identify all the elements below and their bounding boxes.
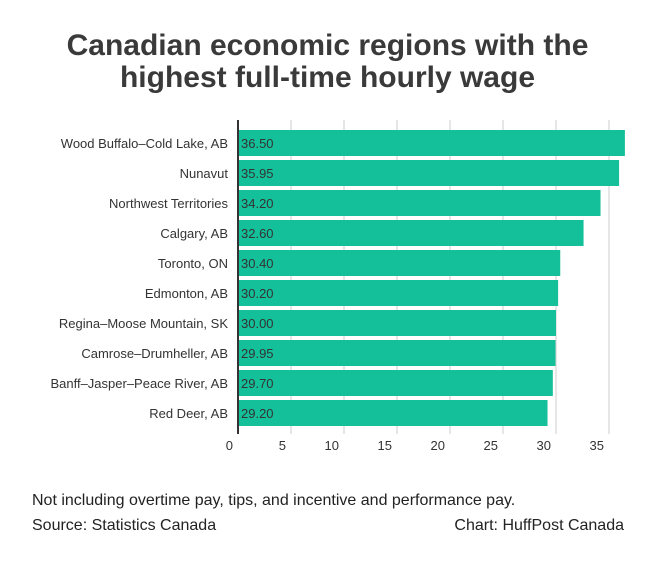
bar-value-label: 30.20 [241,286,274,301]
bar-value-label: 29.95 [241,346,274,361]
x-tick-label: 0 [226,438,233,453]
bar [238,280,559,306]
bar-value-label: 34.20 [241,196,274,211]
bar-value-label: 35.95 [241,166,274,181]
bar [238,250,561,276]
category-label: Regina–Moose Mountain, SK [59,316,228,331]
bar [238,130,625,156]
x-tick-label: 15 [378,438,392,453]
category-label: Red Deer, AB [149,406,228,421]
category-label: Nunavut [180,166,229,181]
credit-text: Chart: HuffPost Canada [454,517,624,534]
category-label: Northwest Territories [109,196,228,211]
bar-value-label: 29.20 [241,406,274,421]
bar-value-label: 32.60 [241,226,274,241]
chart-note: Not including overtime pay, tips, and in… [32,492,516,509]
bar [238,160,620,186]
bar [238,370,553,396]
category-label: Banff–Jasper–Peace River, AB [50,376,228,391]
bar [238,400,548,426]
chart-title: Canadian economic regions with the highe… [0,30,655,94]
category-label: Edmonton, AB [145,286,228,301]
x-tick-label: 30 [537,438,551,453]
x-tick-label: 20 [431,438,445,453]
category-label: Calgary, AB [160,226,228,241]
bar-chart: 36.50 Wood Buffalo–Cold Lake, AB 35.95 Nuna… [50,120,625,453]
x-tick-label: 25 [484,438,498,453]
category-label: Toronto, ON [158,256,228,271]
footer-row: Source: Statistics Canada Chart: HuffPos… [32,517,624,535]
x-tick-label: 35 [590,438,604,453]
category-label: Camrose–Drumheller, AB [81,346,228,361]
bar-value-label: 36.50 [241,136,274,151]
chart-title-line-1: Canadian economic regions with the [66,29,589,62]
x-tick-label: 10 [325,438,339,453]
bar [238,190,601,216]
bar-value-label: 29.70 [241,376,274,391]
category-label: Wood Buffalo–Cold Lake, AB [61,136,228,151]
x-tick-label: 5 [279,438,286,453]
source-text: Source: Statistics Canada [32,517,217,534]
bar [238,220,584,246]
chart-title-line-2: highest full-time hourly wage [119,61,536,94]
bar [238,310,556,336]
bar [238,340,556,366]
bar-value-label: 30.00 [241,316,274,331]
bar-value-label: 30.40 [241,256,274,271]
